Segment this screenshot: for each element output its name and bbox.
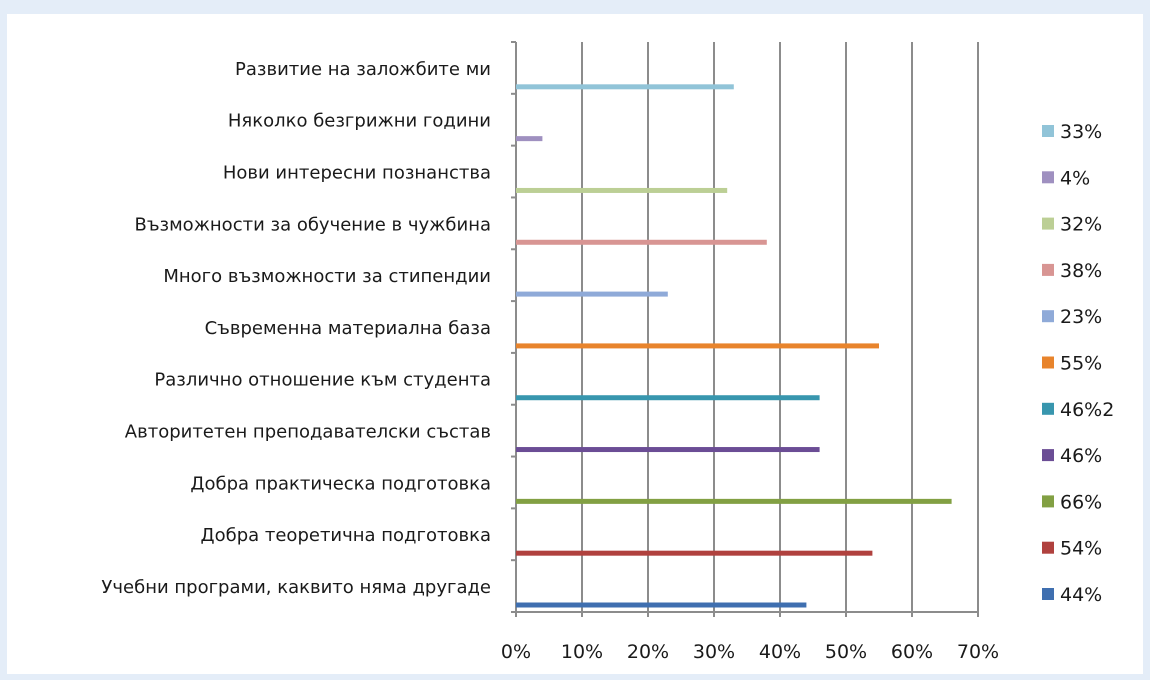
bar xyxy=(516,447,820,453)
x-tick-label: 60% xyxy=(891,641,933,663)
legend-label: 55% xyxy=(1060,353,1102,375)
legend-label: 32% xyxy=(1060,214,1102,236)
legend-swatch xyxy=(1042,310,1054,323)
legend-swatch xyxy=(1042,125,1054,137)
legend-swatch xyxy=(1042,541,1054,554)
category-label: Учебни програми, каквито няма другаде xyxy=(101,577,491,598)
legend-swatch xyxy=(1042,217,1054,230)
legend-swatch xyxy=(1042,171,1054,184)
bar xyxy=(516,239,767,245)
category-label: Добра теоретична подготовка xyxy=(201,525,491,546)
legend-label: 46%2 xyxy=(1060,399,1114,421)
legend-swatch xyxy=(1042,356,1054,369)
legend-label: 44% xyxy=(1060,584,1102,606)
legend-label: 33% xyxy=(1060,121,1102,143)
category-label: Авторитетен преподавателски състав xyxy=(125,422,491,443)
category-label: Добра практическа подготовка xyxy=(190,473,491,494)
bar xyxy=(516,291,668,297)
legend-swatch xyxy=(1042,263,1054,276)
category-label: Развитие на заложбите ми xyxy=(235,59,491,80)
x-tick-label: 30% xyxy=(693,641,735,663)
bar xyxy=(516,395,820,401)
legend-label: 23% xyxy=(1060,306,1102,328)
x-tick-label: 40% xyxy=(759,641,801,663)
bar xyxy=(516,498,952,504)
bar xyxy=(516,550,873,556)
bar xyxy=(516,136,543,142)
legend-label: 46% xyxy=(1060,445,1102,467)
x-tick-label: 10% xyxy=(561,641,603,663)
legend-swatch xyxy=(1042,402,1054,415)
legend-label: 4% xyxy=(1060,167,1090,189)
legend-label: 38% xyxy=(1060,260,1102,282)
x-tick-label: 20% xyxy=(627,641,669,663)
x-tick-label: 50% xyxy=(825,641,867,663)
legend-label: 54% xyxy=(1060,538,1102,560)
category-label: Нови интересни познанства xyxy=(223,162,491,183)
x-tick-label: 70% xyxy=(957,641,999,663)
category-label: Много възможности за стипендии xyxy=(163,266,491,287)
legend-swatch xyxy=(1042,449,1054,462)
legend-swatch xyxy=(1042,495,1054,508)
bar xyxy=(516,602,807,608)
bar xyxy=(516,84,734,90)
x-tick-label: 0% xyxy=(501,641,531,663)
legend-label: 66% xyxy=(1060,491,1102,513)
category-label: Съвременна материална база xyxy=(205,318,491,339)
bar xyxy=(516,343,879,349)
bar xyxy=(516,187,728,193)
category-label: Възможности за обучение в чужбина xyxy=(134,214,491,235)
chart-frame: 0% 10% 20% 30% 40% 50% 60% 70% Учебни програми, … xyxy=(7,14,1143,674)
category-label: Различно отношение към студента xyxy=(154,370,491,391)
category-label: Няколко безгрижни години xyxy=(228,111,491,132)
bar-chart: 0% 10% 20% 30% 40% 50% 60% 70% Учебни програми, … xyxy=(101,41,1114,663)
legend-swatch xyxy=(1042,588,1054,600)
